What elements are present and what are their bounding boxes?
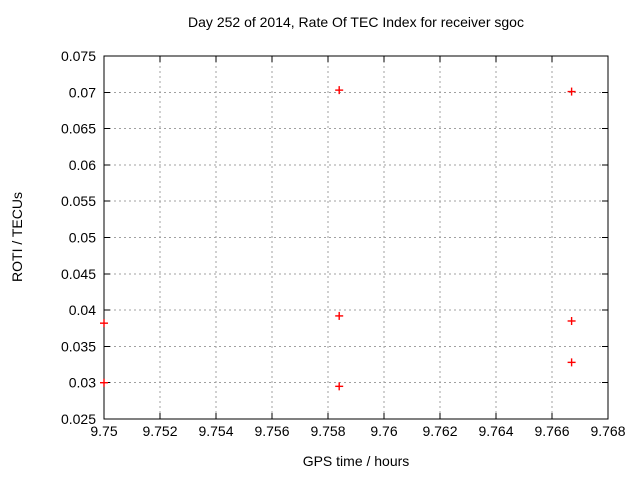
chart-title: Day 252 of 2014, Rate Of TEC Index for r… (188, 14, 524, 30)
x-tick-label: 9.75 (90, 423, 117, 439)
y-tick-label: 0.06 (69, 157, 96, 173)
data-point-marker (335, 86, 344, 95)
data-point-marker (100, 378, 108, 387)
data-point-marker (335, 382, 344, 391)
x-tick-label: 9.762 (422, 423, 457, 439)
x-tick-label: 9.764 (478, 423, 513, 439)
y-tick-label: 0.07 (69, 84, 96, 100)
x-tick-label: 9.754 (198, 423, 233, 439)
x-tick-label: 9.768 (590, 423, 625, 439)
data-point-marker (335, 311, 344, 320)
data-point-marker (567, 358, 576, 367)
y-tick-label: 0.065 (61, 121, 96, 137)
x-tick-label: 9.766 (534, 423, 569, 439)
data-point-marker (100, 319, 108, 328)
x-tick-label: 9.76 (370, 423, 397, 439)
y-tick-label: 0.075 (61, 48, 96, 64)
x-tick-label: 9.758 (310, 423, 345, 439)
y-tick-label: 0.055 (61, 193, 96, 209)
y-tick-label: 0.045 (61, 266, 96, 282)
y-tick-label: 0.05 (69, 230, 96, 246)
y-tick-label: 0.03 (69, 375, 96, 391)
data-point-marker (567, 316, 576, 325)
y-tick-label: 0.04 (69, 302, 96, 318)
x-tick-label: 9.752 (142, 423, 177, 439)
data-point-marker (567, 87, 576, 96)
x-axis-title: GPS time / hours (302, 453, 410, 469)
y-tick-label: 0.035 (61, 338, 96, 354)
x-tick-label: 9.756 (254, 423, 289, 439)
y-tick-label: 0.025 (61, 411, 96, 427)
